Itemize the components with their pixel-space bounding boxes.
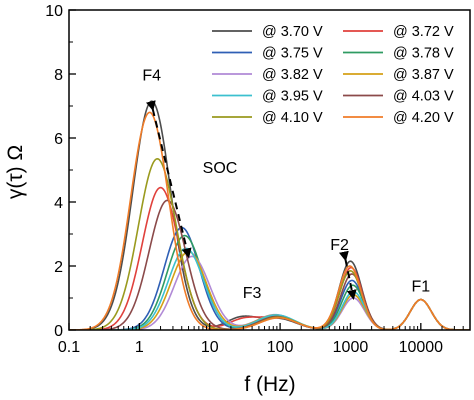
legend-label-3-78-v: @ 3.78 V — [393, 46, 454, 62]
legend-label-4-03-v: @ 4.03 V — [393, 89, 454, 105]
legend-label-3-87-v: @ 3.87 V — [393, 67, 454, 83]
dashed-arrow — [146, 100, 192, 259]
series-line-4-10-v — [69, 157, 470, 330]
series-line-4-20-v — [69, 111, 470, 330]
legend-label-4-20-v: @ 4.20 V — [393, 110, 454, 126]
series-layer — [69, 100, 470, 330]
y-tick-label: 6 — [54, 131, 63, 148]
y-tick-label: 8 — [54, 67, 63, 84]
ticks-layer: 0.1 1 10 100 1000 10000 0 2 4 6 8 10 — [45, 3, 464, 356]
x-tick-label: 1 — [135, 339, 144, 356]
legend-label-3-95-v: @ 3.95 V — [262, 89, 323, 105]
annotation-f2: F2 — [330, 237, 349, 254]
x-tick-label: 1000 — [333, 339, 369, 356]
y-tick-label: 4 — [54, 195, 63, 212]
legend: @ 3.70 V @ 3.72 V @ 3.75 V @ 3.78 V @ 3.82 V… — [212, 24, 454, 126]
y-tick-label: 10 — [45, 3, 63, 20]
legend-label-3-70-v: @ 3.70 V — [262, 24, 323, 40]
x-tick-label: 10 — [201, 339, 219, 356]
annotations: F4 SOC F3 F2 F1 — [142, 67, 430, 302]
x-axis-title: f (Hz) — [244, 373, 295, 396]
legend-label-3-72-v: @ 3.72 V — [393, 24, 454, 40]
legend-label-3-82-v: @ 3.82 V — [262, 67, 323, 83]
annotation-f3: F3 — [243, 285, 262, 302]
legend-label-3-75-v: @ 3.75 V — [262, 46, 323, 62]
y-axis-title: γ(τ) Ω — [4, 145, 27, 199]
annotation-f4: F4 — [142, 67, 161, 84]
y-tick-label: 0 — [54, 323, 63, 340]
annotation-f1: F1 — [411, 279, 430, 296]
x-tick-label: 100 — [267, 339, 294, 356]
x-tick-label: 0.1 — [58, 339, 80, 356]
dashed-arrow — [338, 250, 357, 300]
x-tick-label: 10000 — [399, 339, 444, 356]
y-tick-label: 2 — [54, 259, 63, 276]
annotation-soc: SOC — [203, 160, 238, 177]
legend-label-4-10-v: @ 4.10 V — [262, 110, 323, 126]
